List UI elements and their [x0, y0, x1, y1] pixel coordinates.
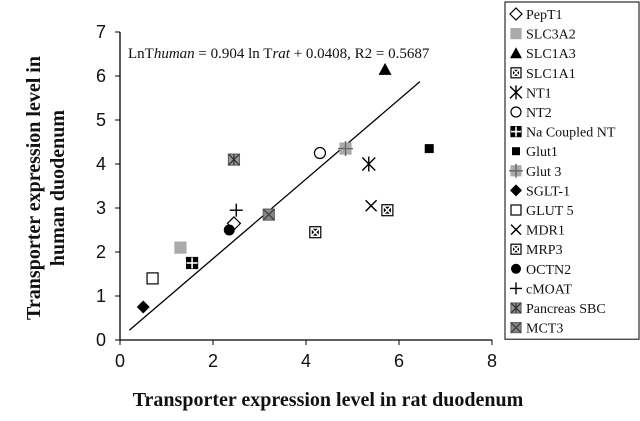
legend-item: OCTN2: [511, 263, 571, 278]
y-tick-label: 5: [96, 110, 106, 130]
data-point-glut-3: [338, 141, 354, 157]
y-axis-title: Transporter expression level in human du…: [23, 56, 69, 320]
legend-marker: [510, 106, 522, 118]
data-point-mct3: [262, 208, 275, 221]
legend-label: Pancreas SBC: [526, 302, 606, 317]
legend-marker: [510, 47, 522, 59]
y-tick-label: 7: [96, 22, 106, 42]
x-tick-label: 4: [301, 351, 311, 371]
data-point-nt2: [313, 146, 327, 160]
legend-label: Glut 3: [526, 165, 561, 180]
data-point-pancreas-sbc: [227, 153, 241, 166]
legend-item: cMOAT: [510, 282, 572, 297]
data-point-nt1: [361, 156, 376, 172]
y-tick-label: 0: [96, 330, 106, 350]
y-axis-title-line-1: Transporter expression level in: [23, 56, 45, 320]
legend-marker: [512, 147, 520, 156]
regression-equation: LnThuman = 0.904 ln Trat + 0.0408, R2 = …: [128, 46, 430, 62]
x-axis-title: Transporter expression level in rat duod…: [133, 389, 524, 411]
legend-item: PepT1: [509, 7, 563, 23]
legend-label: SLC1A3: [526, 47, 576, 62]
legend-label: SLC3A2: [526, 28, 576, 43]
legend-marker: [510, 204, 522, 216]
y-axis-title-line-2: human duodenum: [47, 110, 69, 267]
legend: PepT1 SLC3A2 SLC1A3 SLC1A1 NT1 NT2 Na Coupled …: [504, 1, 640, 340]
legend-label: OCTN2: [526, 263, 571, 278]
x-axis-ticks: 0 2 4 6 8: [115, 340, 497, 371]
legend-item: Pancreas SBC: [510, 302, 606, 317]
legend-item: MRP3: [510, 243, 563, 258]
y-tick-label: 3: [96, 198, 106, 218]
legend-marker: [510, 322, 522, 334]
data-point-octn2: [223, 224, 235, 236]
legend-marker: [510, 125, 522, 138]
legend-item: SGLT-1: [510, 184, 570, 199]
legend-marker: [509, 85, 523, 100]
legend-item: MDR1: [510, 224, 565, 239]
legend-label: MCT3: [526, 322, 563, 337]
legend-items: PepT1 SLC3A2 SLC1A3 SLC1A1 NT1 NT2 Na Coupled …: [509, 7, 616, 337]
legend-marker: [510, 224, 522, 236]
y-tick-label: 6: [96, 66, 106, 86]
data-points: [136, 62, 434, 314]
legend-label: Glut1: [526, 145, 558, 160]
legend-marker: [510, 243, 522, 255]
legend-marker: [510, 28, 522, 40]
x-tick-label: 0: [115, 351, 125, 371]
data-point-cmoat: [229, 203, 243, 217]
x-tick-label: 2: [208, 351, 218, 371]
y-tick-label: 2: [96, 242, 106, 262]
legend-label: cMOAT: [526, 282, 572, 297]
legend-marker: [510, 282, 522, 295]
legend-item: SLC1A1: [510, 67, 576, 82]
data-point-slc1a3: [378, 62, 392, 75]
y-axis-ticks: 0 1 2 3 4 5 6 7: [96, 22, 120, 350]
legend-label: MDR1: [526, 224, 565, 239]
legend-label: NT1: [526, 86, 552, 101]
data-point-slc3a2: [174, 241, 187, 254]
legend-label: SGLT-1: [526, 184, 570, 199]
legend-marker: [510, 302, 522, 314]
legend-item: Na Coupled NT: [510, 125, 616, 141]
x-tick-label: 6: [394, 351, 404, 371]
data-point-slc1a1: [381, 204, 394, 217]
legend-item: NT1: [509, 85, 552, 101]
data-point-sglt-1: [136, 300, 150, 314]
legend-item: Glut1: [512, 145, 558, 160]
legend-label: SLC1A1: [526, 67, 576, 82]
legend-marker: [509, 7, 523, 21]
data-point-glut1: [424, 144, 434, 154]
regression-line: [128, 81, 421, 331]
legend-box: [504, 1, 640, 340]
legend-item: GLUT 5: [510, 204, 574, 219]
x-tick-label: 8: [487, 351, 497, 371]
legend-marker: [509, 163, 523, 178]
legend-label: MRP3: [526, 243, 563, 258]
data-point-mdr1: [365, 199, 378, 212]
data-point-na-coupled-nt: [185, 256, 199, 270]
data-point-glut-5: [146, 272, 159, 285]
plot-area: [119, 32, 492, 341]
legend-marker: [510, 67, 522, 79]
y-tick-label: 1: [96, 286, 106, 306]
data-point-mrp3: [309, 226, 322, 239]
legend-label: Na Coupled NT: [526, 126, 616, 141]
legend-marker: [511, 263, 521, 274]
legend-item: SLC1A3: [510, 47, 576, 62]
legend-marker: [510, 184, 522, 197]
legend-label: NT2: [526, 106, 552, 121]
legend-label: PepT1: [526, 8, 563, 23]
legend-item: NT2: [510, 106, 552, 121]
legend-item: MCT3: [510, 322, 563, 337]
legend-item: Glut 3: [509, 163, 561, 180]
legend-item: SLC3A2: [510, 28, 576, 43]
y-tick-label: 4: [96, 154, 106, 174]
legend-label: GLUT 5: [526, 204, 574, 219]
